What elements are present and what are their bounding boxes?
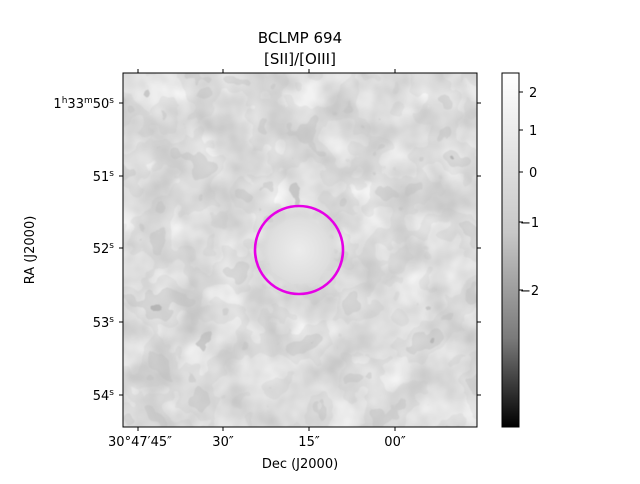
colorbar-tick-label: 2 [529,86,537,101]
colorbar: 2 1 0 −1 −2 [501,72,539,428]
colorbar-tick-label: 1 [529,124,537,139]
y-tick-hours: 1 [53,97,61,112]
y-axis [119,102,481,396]
y-tick-label: 52s [93,241,115,257]
colorbar-gradient [501,72,520,428]
y-tick-label: 53s [93,315,115,331]
y-tick-hours-unit: h [62,96,68,106]
y-tick-seconds-unit: s [109,241,114,251]
colorbar-tick-label: −2 [520,284,539,299]
y-tick-seconds: 54 [93,389,110,404]
x-tick-label: 30°47′45″ [108,435,172,450]
y-axis-label: RA (J2000) [23,216,38,285]
y-tick-seconds-unit: s [109,96,114,106]
y-tick-seconds-unit: s [109,388,114,398]
y-tick-minutes-unit: m [84,96,93,106]
image-panel [123,73,477,427]
image-frame [122,72,478,428]
y-tick-seconds-unit: s [109,315,114,325]
y-tick-minutes: 33 [67,97,84,112]
y-tick-seconds: 52 [93,242,110,257]
y-tick-seconds: 53 [93,316,110,331]
central-glow [255,206,343,294]
x-tick-label: 00″ [384,435,406,450]
y-tick-seconds: 50 [93,97,110,112]
y-tick-label: 1h33m50s [53,96,114,112]
x-tick-label: 30″ [212,435,234,450]
colorbar-tick-label: 0 [529,166,537,181]
x-axis-label: Dec (J2000) [262,457,338,472]
title-line-1: BCLMP 694 [258,29,342,47]
y-tick-label: 54s [93,388,115,404]
colorbar-tick-label: −1 [520,216,539,231]
title-line-2: [SII]/[OIII] [264,50,336,68]
x-axis [137,69,396,431]
y-tick-seconds: 51 [93,170,110,185]
aperture-circle [253,204,345,296]
y-tick-seconds-unit: s [109,169,114,179]
y-tick-label: 51s [93,169,115,185]
x-tick-label: 15″ [298,435,320,450]
